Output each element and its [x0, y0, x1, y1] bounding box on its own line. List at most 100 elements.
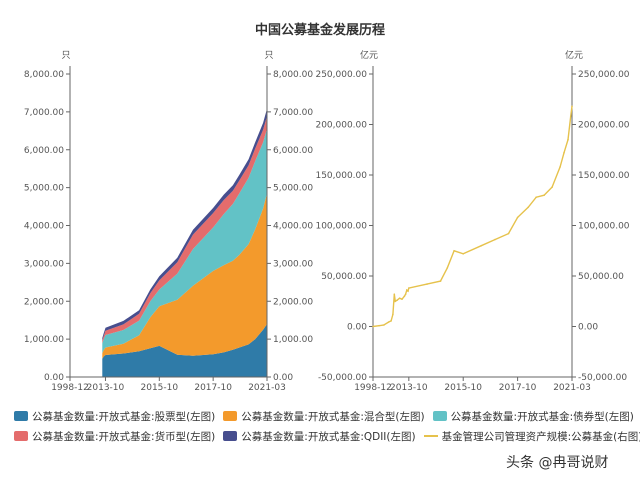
right-chart-left-tick-label: 50,000.00 — [321, 272, 367, 282]
line-point-aum — [453, 250, 455, 252]
legend-swatch-bond — [432, 411, 447, 421]
line-point-aum — [407, 290, 409, 292]
line-point-aum — [372, 325, 374, 328]
line-point-aum — [387, 321, 390, 323]
legend-item-money[interactable]: 公募基金数量:开放式基金:货币型(左图) — [14, 429, 215, 444]
right-chart-x-tick-label: 2021-03 — [553, 383, 591, 393]
line-series-aum — [372, 106, 573, 328]
line-point-aum — [439, 280, 442, 282]
left-chart-left-tick-label: 7,000.00 — [24, 108, 64, 118]
legend-label-money: 公募基金数量:开放式基金:货币型(左图) — [32, 430, 216, 443]
right-chart-left-unit-label: 亿元 — [360, 49, 378, 61]
legend-swatch-aum — [423, 435, 438, 437]
line-point-aum — [480, 244, 483, 247]
left-chart-left-tick-label: 8,000.00 — [24, 70, 64, 80]
area-series-bond — [102, 128, 267, 354]
watermark: 头条 @冉哥说财 — [506, 455, 609, 471]
left-chart-left-unit-label: 只 — [61, 51, 70, 61]
legend-swatch-stock — [14, 411, 28, 421]
left-chart-left-tick-label: 5,000.00 — [24, 184, 64, 194]
legend-label-stock: 公募基金数量:开放式基金:股票型(左图) — [32, 410, 216, 423]
left-chart-left-tick-label: 1,000.00 — [24, 335, 64, 345]
right-chart-left-tick-label: 100,000.00 — [315, 222, 367, 232]
line-panel: 亿元 亿元 -50,000.00 -50,000.00 0.00 0.00 50,000.0… — [315, 49, 629, 393]
right-chart-right-tick-label: -50,000.00 — [578, 373, 627, 383]
line-point-aum — [543, 194, 545, 196]
left-chart-right-tick-label: 4,000.00 — [273, 222, 313, 232]
line-point-aum — [507, 232, 510, 235]
line-point-aum — [426, 283, 428, 285]
right-chart-x-tick-label: 2013-10 — [390, 383, 428, 393]
left-chart-left-tick-label: 4,000.00 — [24, 222, 64, 232]
right-chart-left-tick-label: 250,000.00 — [315, 70, 367, 80]
line-point-aum — [535, 196, 537, 198]
left-chart-right-tick-label: 7,000.00 — [273, 108, 313, 118]
legend-label-bond: 公募基金数量:开放式基金:债券型(左图) — [450, 410, 634, 423]
line-point-aum — [401, 298, 403, 301]
left-chart-x-tick-label: 2021-03 — [248, 383, 286, 393]
left-chart-x-tick-label: 2015-10 — [141, 383, 179, 393]
right-chart-right-tick-label: 250,000.00 — [578, 70, 630, 80]
legend-item-hybrid[interactable]: 公募基金数量:开放式基金:混合型(左图) — [223, 409, 425, 424]
right-chart-right-tick-label: 150,000.00 — [578, 171, 630, 181]
right-chart-x-tick-label: 2017-10 — [499, 383, 537, 393]
line-point-aum — [569, 115, 572, 118]
area-series-stock — [102, 324, 267, 377]
line-point-aum — [403, 295, 406, 298]
left-chart-right-tick-label: 8,000.00 — [273, 70, 313, 80]
left-chart-right-tick-label: 5,000.00 — [273, 184, 313, 194]
line-point-aum — [516, 216, 519, 219]
right-chart-left-tick-label: -50,000.00 — [318, 373, 367, 383]
right-chart-right-tick-label: 50,000.00 — [578, 272, 624, 282]
line-point-aum — [551, 186, 553, 188]
legend-swatch-qdii — [223, 431, 238, 441]
right-chart-right-tick-label: 200,000.00 — [578, 121, 630, 131]
legend-label-aum: 基金管理公司管理资产规模:公募基金(右图) — [441, 430, 640, 443]
left-chart-x-tick-label: 2017-10 — [194, 383, 232, 393]
right-chart-x-tick-label: 1998-12 — [354, 383, 392, 393]
left-chart-right-unit-label: 只 — [264, 51, 273, 61]
legend-row-1: 公募基金数量:开放式基金:股票型(左图) 公募基金数量:开放式基金:混合型(左图… — [14, 406, 634, 426]
line-point-aum — [396, 299, 398, 302]
left-chart-left-tick-label: 3,000.00 — [24, 259, 64, 269]
stacked-area-panel: 只 只 0.00 0.00 1,000.00 1,000.00 2,000.00 2,000.… — [24, 51, 313, 393]
legend-item-qdii[interactable]: 公募基金数量:开放式基金:QDII(左图) — [223, 429, 416, 444]
line-point-aum — [383, 324, 385, 326]
line-point-aum — [393, 293, 396, 296]
legend-row-2: 公募基金数量:开放式基金:货币型(左图) 公募基金数量:开放式基金:QDII(左… — [14, 426, 640, 446]
legend-swatch-hybrid — [223, 411, 238, 421]
left-chart-x-tick-label: 2013-10 — [87, 383, 125, 393]
right-chart-left-tick-label: 200,000.00 — [315, 121, 367, 131]
line-point-aum — [398, 297, 401, 300]
right-chart-right-tick-label: 0.00 — [578, 323, 598, 333]
left-chart-right-tick-label: 1,000.00 — [273, 335, 313, 345]
line-point-aum — [559, 166, 561, 168]
left-chart-x-tick-label: 1998-12 — [51, 383, 89, 393]
line-point-aum — [446, 267, 449, 269]
legend-item-stock[interactable]: 公募基金数量:开放式基金:股票型(左图) — [14, 409, 215, 424]
left-chart-left-tick-label: 2,000.00 — [24, 297, 64, 307]
right-chart-right-tick-label: 100,000.00 — [578, 222, 630, 232]
legend-swatch-money — [14, 431, 28, 441]
legend-label-qdii: 公募基金数量:开放式基金:QDII(左图) — [241, 430, 416, 443]
line-point-aum — [394, 300, 397, 303]
line-point-aum — [462, 253, 465, 255]
legend-label-hybrid: 公募基金数量:开放式基金:混合型(左图) — [241, 410, 425, 423]
line-point-aum — [571, 105, 573, 108]
chart-title: 中国公募基金发展历程 — [255, 22, 385, 38]
area-series-hybrid — [102, 193, 267, 359]
right-chart-right-unit-label: 亿元 — [565, 49, 583, 61]
line-point-aum — [406, 289, 408, 291]
left-chart-right-tick-label: 3,000.00 — [273, 259, 313, 269]
line-point-aum — [563, 152, 565, 154]
line-point-aum — [378, 324, 380, 327]
line-point-aum — [392, 313, 394, 316]
legend-item-aum[interactable]: 基金管理公司管理资产规模:公募基金(右图) — [423, 429, 640, 444]
legend: 公募基金数量:开放式基金:股票型(左图) 公募基金数量:开放式基金:混合型(左图… — [14, 406, 640, 446]
chart-canvas: 中国公募基金发展历程 只 只 0.00 0.00 1,000.00 1,000.00 2,0… — [24, 22, 630, 393]
right-chart-left-tick-label: 150,000.00 — [315, 171, 367, 181]
legend-item-bond[interactable]: 公募基金数量:开放式基金:债券型(左图) — [432, 409, 634, 424]
left-chart-right-tick-label: 6,000.00 — [273, 146, 313, 156]
line-point-aum — [408, 287, 410, 289]
line-point-aum — [494, 238, 496, 241]
